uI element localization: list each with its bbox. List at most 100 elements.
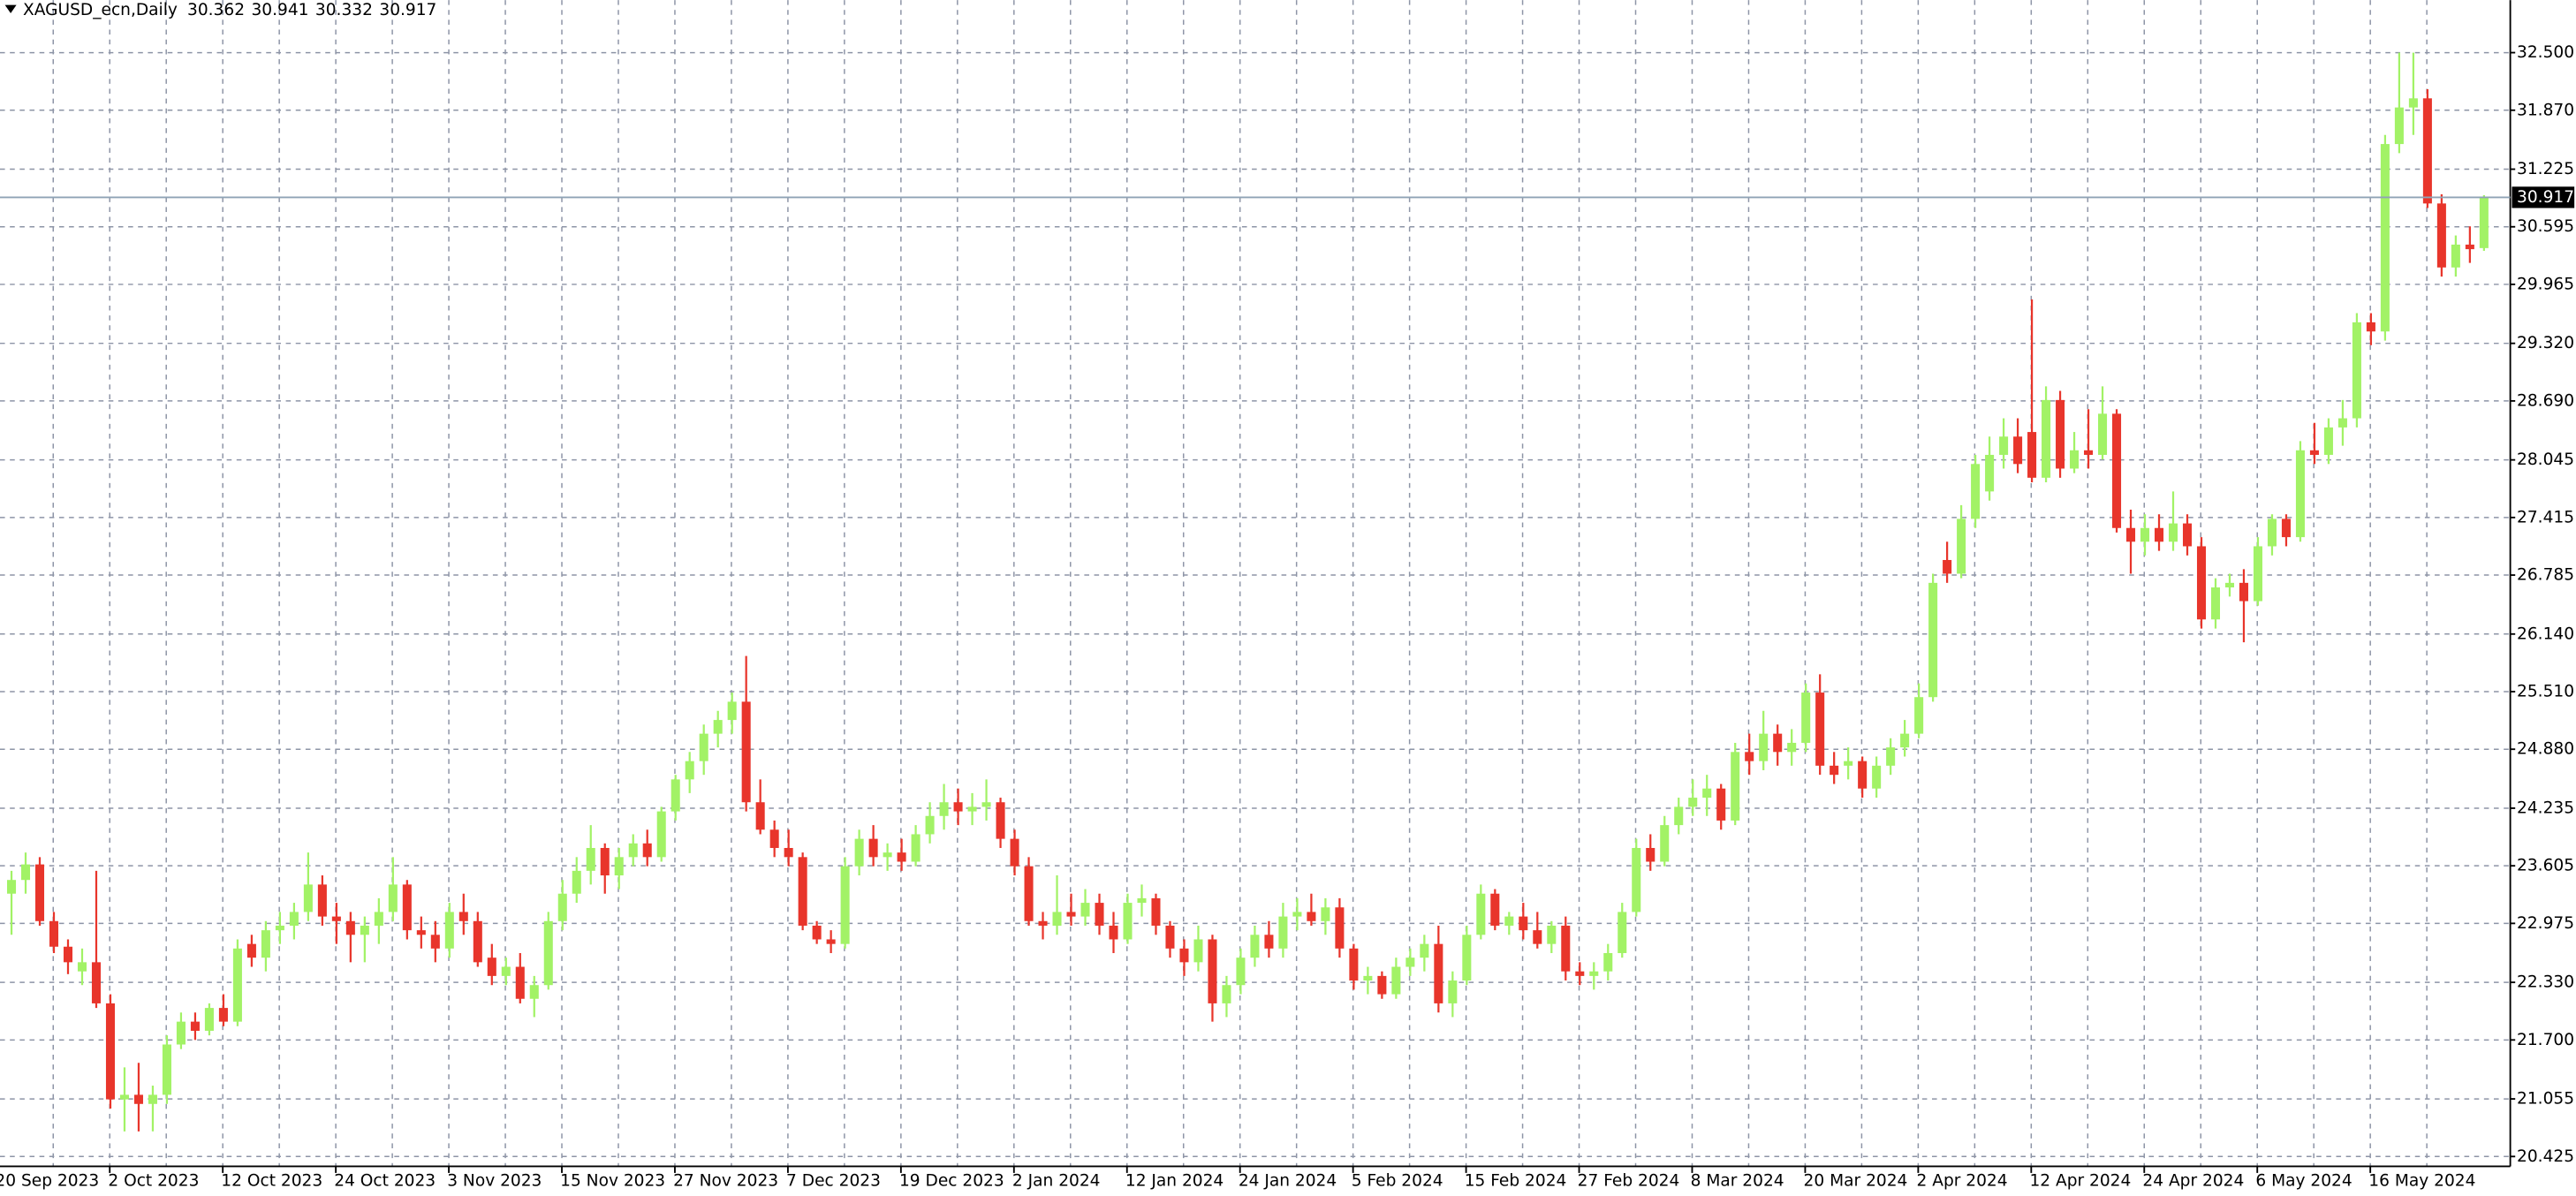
candle-body (1561, 925, 1571, 972)
x-tick-label: 7 Dec 2023 (786, 1172, 881, 1191)
candle-body (671, 779, 680, 812)
y-tick-label: 26.785 (2517, 566, 2574, 585)
candle-body (2309, 450, 2319, 455)
candle-body (1321, 907, 1330, 921)
candle-body (317, 884, 327, 917)
candle-body (1533, 930, 1542, 944)
candle-body (232, 948, 242, 1022)
candle-body (204, 1008, 214, 1031)
candle-body (2465, 244, 2474, 250)
x-tick-label: 5 Feb 2024 (1352, 1172, 1443, 1191)
y-tick-label: 28.045 (2517, 450, 2574, 469)
candle-body (1307, 912, 1316, 921)
close-value: 30.917 (379, 1, 436, 19)
candle-body (487, 958, 496, 976)
x-tick-label: 27 Nov 2023 (673, 1172, 778, 1191)
candle-body (2070, 450, 2080, 469)
candle-body (2098, 413, 2108, 455)
candle-body (63, 946, 73, 963)
candle-body (2380, 144, 2390, 332)
y-tick-label: 29.320 (2517, 334, 2574, 352)
candle-body (515, 966, 525, 999)
candle-body (2295, 450, 2305, 538)
candle-body (501, 966, 511, 976)
candle-body (1716, 788, 1726, 821)
y-tick-label: 22.330 (2517, 973, 2574, 992)
candle-body (1914, 697, 1924, 734)
y-tick-label: 32.500 (2517, 43, 2574, 62)
candle-body (529, 985, 539, 999)
candle-body (1349, 948, 1359, 981)
candle-body (1222, 985, 1231, 1003)
y-tick-label: 21.055 (2517, 1090, 2574, 1109)
candle-body (1773, 733, 1783, 753)
candle-body (133, 1094, 143, 1104)
current-price-label: 30.917 (2517, 188, 2574, 207)
open-value: 30.362 (187, 1, 245, 19)
candle-body (1731, 752, 1740, 821)
candle-body (1391, 966, 1401, 995)
y-tick-label: 21.700 (2517, 1031, 2574, 1049)
candle-body (218, 1008, 228, 1022)
candle-body (374, 912, 383, 926)
grid (0, 0, 2511, 1167)
candle-body (458, 912, 468, 921)
candle-body (1943, 559, 1952, 574)
candle-body (49, 920, 59, 947)
candle-body (1208, 939, 1217, 1003)
candle-body (162, 1044, 171, 1095)
candle-body (2436, 203, 2446, 268)
candle-body (713, 720, 723, 734)
candle-body (755, 802, 765, 830)
candle-body (586, 847, 595, 871)
candle-body (2422, 98, 2432, 204)
x-tick-label: 2 Apr 2024 (1917, 1172, 2008, 1191)
candle-body (1872, 765, 1882, 789)
candle-body (1137, 897, 1147, 904)
candle-body (2027, 432, 2037, 478)
candle-body (77, 962, 87, 972)
candle-body (572, 870, 581, 894)
x-tick-label: 2 Jan 2024 (1012, 1172, 1101, 1191)
candles (6, 52, 2489, 1132)
y-tick-label: 27.415 (2517, 508, 2574, 526)
x-tick-label: 6 May 2024 (2255, 1172, 2352, 1191)
candle-body (784, 847, 793, 858)
candle-body (2323, 427, 2333, 455)
current-price-box (2512, 186, 2575, 208)
candle-body (289, 912, 299, 926)
chart-header: XAGUSD_ecn,Daily 30.362 30.941 30.332 30.917 (23, 1, 436, 19)
candle-body (1632, 847, 1641, 912)
candle-body (1292, 912, 1302, 917)
candle-body (1066, 912, 1076, 917)
candle-body (812, 925, 822, 940)
candle-body (727, 701, 737, 721)
candle-body (911, 834, 921, 862)
candle-body (600, 847, 610, 876)
x-tick-label: 12 Oct 2023 (221, 1172, 322, 1191)
candle-body (1363, 975, 1373, 981)
candle-body (444, 912, 454, 949)
high-value: 30.941 (251, 1, 308, 19)
candle-body (2239, 582, 2248, 602)
candle-body (2168, 523, 2178, 542)
candle-body (2013, 436, 2023, 465)
candle-body (967, 806, 977, 812)
collapse-icon[interactable] (4, 4, 17, 13)
candle-body (1660, 825, 1670, 862)
candle-body (119, 1094, 129, 1100)
candle-body (1603, 953, 1613, 972)
candle-body (360, 925, 369, 935)
candle-body (1377, 975, 1387, 995)
candle-body (1815, 693, 1825, 766)
candle-body (20, 864, 31, 881)
candle-body (883, 852, 892, 858)
candle-body (2126, 527, 2136, 542)
candle-body (1646, 847, 1655, 862)
candle-body (1193, 939, 1203, 963)
candle-body (642, 843, 652, 858)
x-tick-label: 24 Jan 2024 (1239, 1172, 1337, 1191)
candle-body (1801, 693, 1811, 743)
candle-body (840, 866, 850, 944)
candle-body (614, 857, 624, 876)
